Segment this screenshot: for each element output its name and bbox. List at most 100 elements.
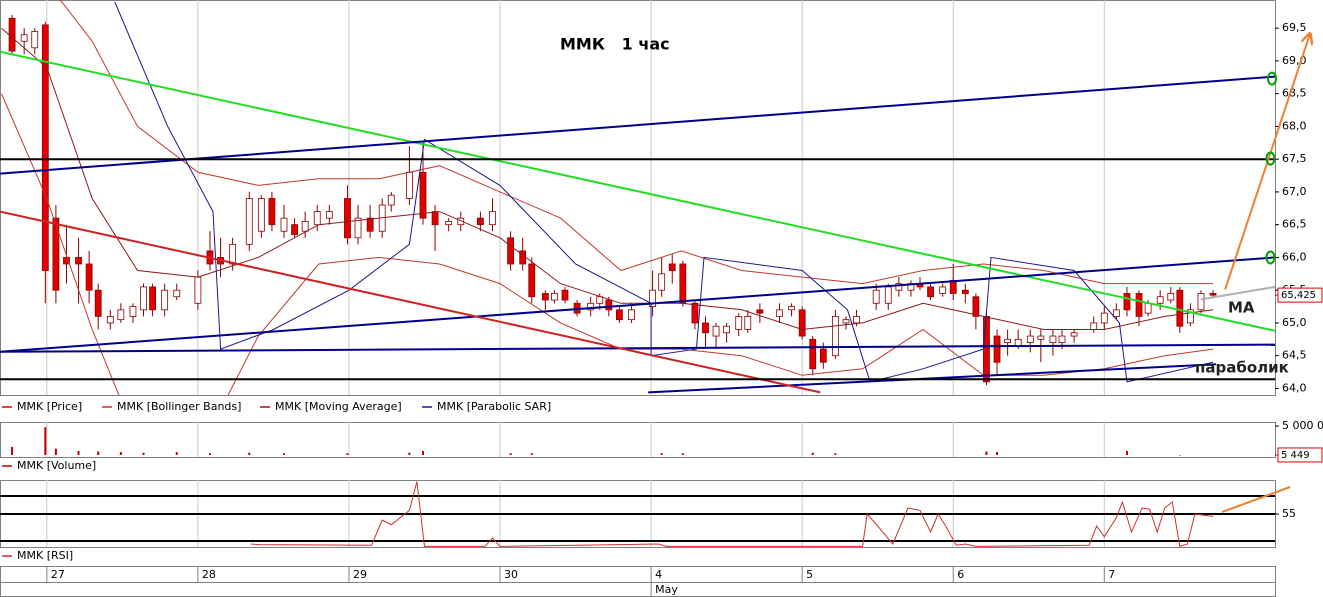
x-tick-label: 4 [655, 568, 662, 581]
candle-body [419, 171, 427, 219]
candle-body [605, 299, 613, 311]
volume-bar [421, 450, 424, 455]
candle-body [735, 315, 743, 330]
volume-bar [530, 453, 533, 455]
x-tick-label: 27 [51, 568, 65, 581]
candle-body [161, 289, 169, 311]
candle-body [405, 171, 413, 199]
candle-body [445, 221, 453, 226]
y-tick-label: 55 [1282, 507, 1296, 520]
legend-label: MMK [Moving Average] [275, 400, 402, 413]
x-tick-label: May [655, 583, 678, 596]
candle-body [129, 306, 137, 317]
candle-body [1167, 293, 1175, 301]
panel-frame [0, 422, 1276, 458]
annotation: параболик [1195, 359, 1289, 377]
volume-bar [119, 452, 122, 455]
volume-bar [660, 453, 663, 455]
candle-body [668, 263, 676, 271]
candle-body [94, 289, 102, 317]
x-tick-label: 6 [957, 568, 964, 581]
trend-line [0, 210, 821, 394]
candle-body [1156, 296, 1164, 304]
circle-marker [1265, 250, 1276, 265]
x-tick-label: 30 [504, 568, 518, 581]
candle-body [842, 319, 850, 324]
plot-area [0, 0, 1275, 395]
candle-body [1112, 309, 1120, 317]
candle-body [649, 289, 657, 307]
candle-body [884, 286, 892, 304]
legend-label: MMK [Price] [17, 400, 82, 413]
y-tick-label: 67,0 [1282, 185, 1307, 198]
candle-body [596, 296, 604, 304]
candle-body [691, 302, 699, 324]
y-tick-label: 66,0 [1282, 250, 1307, 263]
volume-bar [811, 452, 814, 455]
candle-body [756, 309, 764, 314]
value-marker-box [1277, 287, 1323, 303]
candle-body [20, 34, 28, 42]
candle-body [8, 17, 16, 52]
candle-body [541, 293, 549, 301]
x-tick-label: 7 [1108, 568, 1115, 581]
candle-body [1049, 335, 1057, 343]
y-tick-label: 68,5 [1282, 87, 1307, 100]
trend-line [1200, 285, 1275, 301]
candle-body [63, 257, 70, 265]
annotation: MA [1228, 299, 1255, 317]
volume-bar [681, 453, 684, 455]
candle-body [1014, 338, 1022, 347]
volume-bar [346, 453, 349, 455]
candle-body [1176, 289, 1184, 327]
candle-body [52, 217, 60, 291]
x-tick-label: 5 [806, 568, 813, 581]
volume-bar [77, 450, 80, 455]
candle-body [1090, 322, 1098, 330]
volume-bar [97, 451, 100, 455]
candle-body [325, 211, 333, 219]
circle-marker [1265, 151, 1276, 166]
x-tick-label: 29 [353, 568, 367, 581]
candle-body [993, 335, 1001, 363]
volume-bar [248, 452, 251, 455]
candle-body [291, 224, 298, 235]
plot-area [11, 427, 1181, 456]
volume-bar [1178, 454, 1181, 456]
trend-line [0, 50, 1275, 332]
candle-body [476, 217, 484, 226]
candle-body [702, 322, 709, 334]
volume-bar [175, 452, 178, 455]
trend-line [1221, 486, 1291, 513]
volume-bar [283, 453, 286, 455]
volume-bar [11, 446, 14, 455]
candle-body [1037, 335, 1045, 340]
y-tick-label: 5 000 000 [1282, 419, 1323, 432]
candle-body [927, 286, 934, 298]
candle-body [983, 315, 990, 383]
x-tick-label: 28 [202, 568, 216, 581]
y-tick-label: 68,0 [1282, 119, 1307, 132]
plot-area [0, 481, 1275, 547]
candle-body [280, 217, 288, 232]
y-tick-label: 67,5 [1282, 152, 1307, 165]
candle-body [961, 289, 969, 294]
trend-line [0, 256, 1275, 353]
candle-body [972, 296, 980, 317]
candle-body [809, 338, 817, 370]
y-tick-label: 69,5 [1282, 21, 1307, 34]
candle-body [819, 348, 827, 363]
y-tick-label: 64,0 [1282, 381, 1307, 394]
volume-bar [985, 451, 988, 455]
circle-marker [1266, 71, 1277, 86]
y-tick-label: 65,0 [1282, 316, 1307, 329]
legend-label: MMK [Parabolic SAR] [437, 400, 551, 413]
volume-bar [834, 453, 837, 455]
candle-body [41, 24, 49, 271]
candle-body [313, 211, 321, 226]
volume-bar [208, 453, 211, 455]
candle-body [853, 315, 860, 324]
candle-body [1070, 332, 1078, 337]
candle-body [528, 263, 536, 298]
